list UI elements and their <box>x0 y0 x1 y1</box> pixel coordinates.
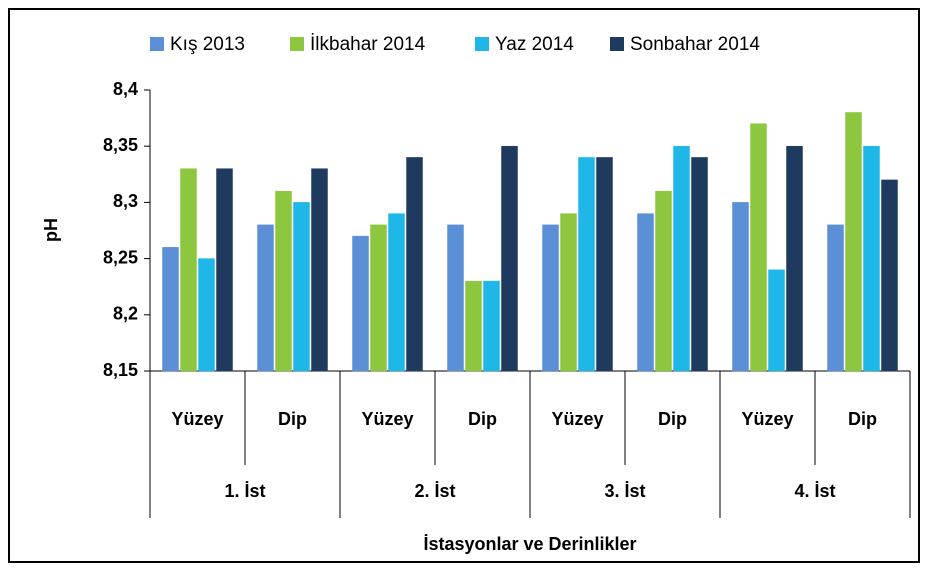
legend-label: Sonbahar 2014 <box>630 34 760 55</box>
y-tick-label: 8,35 <box>103 135 138 155</box>
group-label: 4. İst <box>794 481 835 501</box>
y-tick-label: 8,4 <box>113 79 138 99</box>
bar <box>655 190 672 372</box>
legend-swatch <box>610 37 624 51</box>
bar <box>257 224 274 372</box>
x-axis-label: İstasyonlar ve Derinlikler <box>423 534 636 554</box>
chart-border <box>8 8 920 563</box>
bar <box>845 112 862 372</box>
bar <box>501 145 518 372</box>
bar <box>732 202 749 372</box>
bar <box>827 224 844 372</box>
bar <box>447 224 464 372</box>
bar <box>465 280 482 372</box>
bar <box>352 235 369 372</box>
legend-label: İlkbahar 2014 <box>310 34 426 55</box>
x-tick-label: Yüzey <box>361 409 413 429</box>
y-axis-label: pH <box>41 218 61 242</box>
legend-swatch <box>290 37 304 51</box>
bar <box>406 157 423 372</box>
x-tick-label: Yüzey <box>551 409 603 429</box>
bar <box>786 145 803 372</box>
bar <box>881 179 898 372</box>
bar <box>768 269 785 372</box>
y-tick-label: 8,15 <box>103 360 138 380</box>
x-tick-label: Yüzey <box>171 409 223 429</box>
bar <box>311 168 328 372</box>
x-tick-label: Dip <box>278 409 307 429</box>
x-tick-label: Dip <box>468 409 497 429</box>
bar <box>180 168 197 372</box>
bar <box>750 123 767 372</box>
x-tick-label: Dip <box>658 409 687 429</box>
bar <box>560 213 577 372</box>
bar <box>198 258 215 372</box>
legend-label: Kış 2013 <box>170 34 245 55</box>
y-tick-label: 8,3 <box>113 191 138 211</box>
group-label: 2. İst <box>414 481 455 501</box>
bar <box>162 247 179 372</box>
bar <box>275 190 292 372</box>
x-tick-label: Dip <box>848 409 877 429</box>
bar <box>863 145 880 372</box>
bar <box>542 224 559 372</box>
group-label: 1. İst <box>224 481 265 501</box>
bar <box>216 168 233 372</box>
legend-label: Yaz 2014 <box>495 34 574 55</box>
group-label: 3. İst <box>604 481 645 501</box>
bar <box>483 280 500 372</box>
bar <box>388 213 405 372</box>
bar <box>637 213 654 372</box>
bar <box>293 202 310 372</box>
y-tick-label: 8,2 <box>113 304 138 324</box>
bar <box>673 145 690 372</box>
bar <box>578 157 595 372</box>
bar <box>370 224 387 372</box>
legend-swatch <box>150 37 164 51</box>
bar <box>596 157 613 372</box>
y-tick-label: 8,25 <box>103 247 138 267</box>
bar <box>691 157 708 372</box>
x-tick-label: Yüzey <box>741 409 793 429</box>
legend-swatch <box>475 37 489 51</box>
